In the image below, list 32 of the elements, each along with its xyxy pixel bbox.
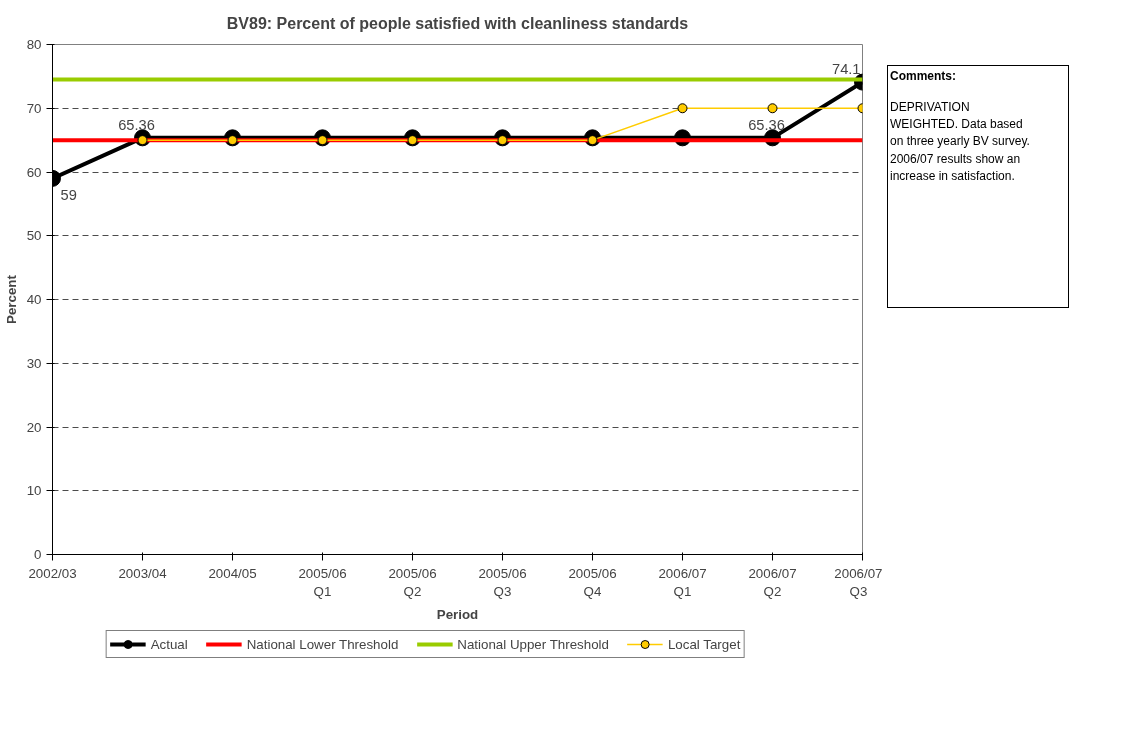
x-tick-label: 2005/06 Q4 (568, 565, 617, 599)
y-tick-label: 20 (26, 419, 42, 435)
data-label: 74.1 (831, 61, 861, 78)
x-tick-label: 2006/07 Q1 (658, 565, 707, 599)
x-tick-label: 2004/05 (208, 565, 257, 581)
data-label: 65.36 (118, 116, 155, 133)
y-tick-label: 40 (26, 292, 42, 307)
text: Comments: (890, 68, 957, 85)
legend-label: National Lower Threshold (246, 636, 399, 652)
y-tick-label: 70 (26, 100, 42, 116)
y-tick-label: 10 (26, 483, 42, 499)
legend-label: National Upper Threshold (457, 636, 609, 652)
x-tick-label: 2002/03 (28, 565, 77, 581)
data-label: 65.36 (748, 116, 785, 133)
y-tick-label: 60 (26, 164, 42, 180)
y-tick-label: 50 (26, 228, 42, 244)
x-tick-label: 2003/04 (118, 565, 168, 581)
y-tick-label: 0 (34, 547, 42, 562)
y-axis-title: Percent (3, 274, 19, 324)
x-tick-label: 2006/07 Q3 (834, 565, 883, 599)
x-tick-label: 2006/07 Q2 (748, 565, 797, 599)
x-axis-title: Period (436, 606, 479, 622)
text: DEPRIVATION WEIGHTED. Data based on three yearly BV survey. 2006/07 results show an increase in satisfaction. (890, 99, 1030, 185)
data-label: 59 (60, 187, 77, 204)
legend-label: Local Target (667, 636, 741, 652)
chart-title: BV89: Percent of people satisfied with cleanliness standards (226, 15, 689, 32)
x-tick-label: 2005/06 Q1 (298, 565, 347, 599)
y-tick-label: 30 (26, 355, 42, 371)
legend-label: Actual (150, 636, 188, 652)
x-tick-label: 2005/06 Q3 (478, 565, 527, 599)
x-tick-label: 2005/06 Q2 (388, 565, 437, 599)
y-tick-label: 80 (26, 37, 42, 52)
